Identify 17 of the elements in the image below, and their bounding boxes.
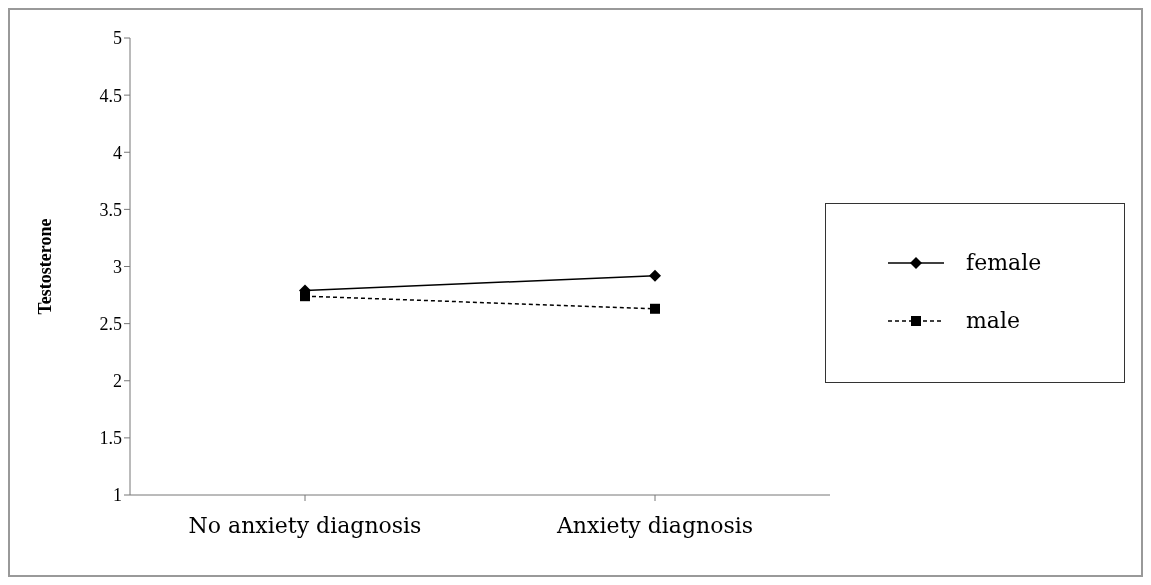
y-tick-label: 1 bbox=[113, 485, 122, 506]
y-tick-label: 3.5 bbox=[99, 199, 122, 220]
y-tick-label: 2 bbox=[113, 371, 122, 392]
y-tick-label: 4 bbox=[113, 142, 122, 163]
y-tick-label: 3 bbox=[113, 256, 122, 277]
point bbox=[300, 291, 310, 302]
x-tick-label: Anxiety diagnosis bbox=[555, 512, 754, 538]
legend-label: male bbox=[966, 308, 1021, 333]
y-tick-label: 2.5 bbox=[99, 314, 122, 335]
point bbox=[650, 303, 660, 314]
point bbox=[649, 269, 661, 282]
y-axis-title: Testosterone bbox=[35, 218, 56, 315]
legend-label: female bbox=[966, 250, 1042, 275]
y-tick-label: 5 bbox=[113, 28, 122, 49]
x-tick-label: No anxiety diagnosis bbox=[188, 512, 422, 538]
y-tick-label: 4.5 bbox=[99, 85, 122, 106]
y-tick-label: 1.5 bbox=[99, 428, 122, 449]
